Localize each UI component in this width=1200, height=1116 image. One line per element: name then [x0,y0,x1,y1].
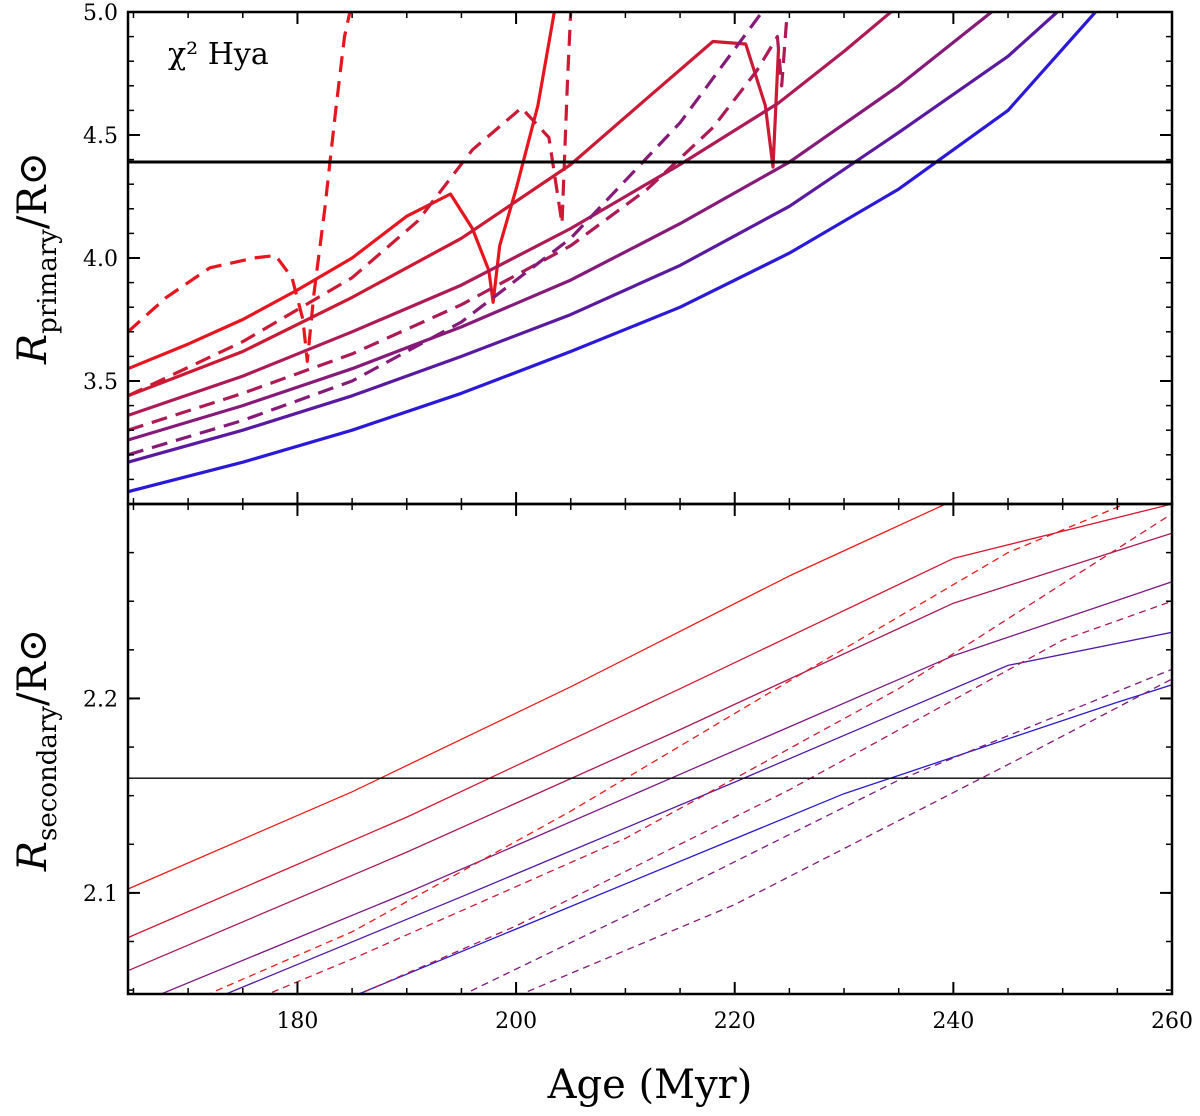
bot-series-solid-line-4 [224,631,1172,994]
bottom-axes-frame [126,502,1174,996]
top-x-ticks [132,12,1173,504]
top-ylabel-main: R [10,334,56,365]
bot-series-dashed-line-8 [357,600,1172,994]
top-y-axis-label: Rprimary/R⊙ [10,152,63,365]
top-series-dashed-line-3 [128,12,573,398]
bottom-x-ticks: 180 200 220 240 260 [132,504,1193,1034]
bot-series-dashed-line-10 [520,678,1172,994]
top-axes-frame [126,10,1174,506]
top-y-tick-label: 5.0 [83,1,118,26]
bottom-y-ticks: 2.1 2.2 [83,503,1172,991]
top-series-dashed-line-7 [128,12,764,457]
top-series-solid-line-6 [128,12,993,442]
top-y-tick-label: 4.5 [83,124,118,149]
bot-series-solid-line-0 [128,504,946,890]
bot-series-dashed-line-7 [266,513,1172,994]
top-series-solid-line-0 [128,12,556,371]
bot-y-tick-label: 2.2 [83,687,118,712]
top-series-dashed-line-5 [128,12,789,432]
top-series-solid-line-9 [128,12,1097,494]
star-annotation: χ² Hya [168,37,269,72]
bot-series-dashed-line-6 [207,504,1126,994]
x-tick-label: 180 [276,1009,318,1034]
top-series-solid-line-2 [128,39,781,398]
bot-series-dashed-line-9 [463,668,1172,994]
top-series-group [128,12,1097,494]
bottom-ylabel-sub: secondary [33,706,63,841]
x-tick-label: 240 [932,1009,974,1034]
x-tick-label: 220 [714,1009,756,1034]
bot-y-tick-label: 2.1 [83,882,118,907]
bottom-panel: 2.1 2.2 180 200 220 240 260 Rsecondary/R⊙ Age… [10,503,1193,1108]
top-series-dashed-line-1 [128,12,352,363]
bot-series-solid-line-5 [356,684,1172,994]
bot-series-solid-line-2 [128,532,1172,972]
bot-series-solid-line-3 [159,581,1172,994]
x-axis-label: Age (Myr) [547,1062,753,1108]
top-y-tick-label: 3.5 [83,370,118,395]
x-tick-label: 260 [1151,1009,1193,1034]
top-y-tick-label: 4.0 [83,247,118,272]
bottom-ylabel-tail: /R⊙ [10,629,56,706]
bottom-y-axis-label: Rsecondary/R⊙ [10,629,63,872]
bottom-series-group [128,504,1172,994]
top-series-solid-line-4 [128,12,893,417]
top-ylabel-tail: /R⊙ [10,152,56,229]
x-tick-label: 200 [495,1009,537,1034]
top-series-solid-line-8 [128,12,1059,464]
top-panel: 3.5 4.0 4.5 5.0 χ² Hya Rprimary/R⊙ [10,1,1173,505]
bottom-ylabel-main: R [10,841,56,872]
bot-series-solid-line-1 [128,504,1172,939]
top-ylabel-sub: primary [33,229,63,334]
